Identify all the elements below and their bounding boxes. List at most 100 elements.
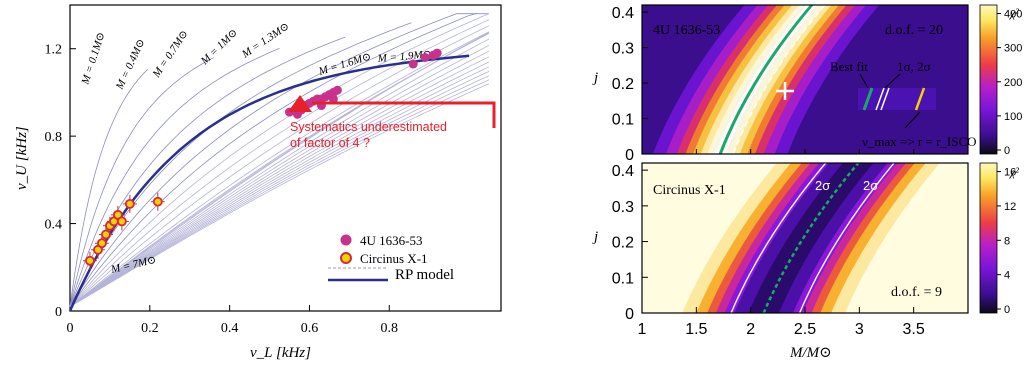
left-x-axis-title: ν_L [kHz] xyxy=(250,345,311,361)
rp-curve-m4.9 xyxy=(69,50,490,307)
circinus-point xyxy=(85,255,95,266)
colorbar-tick-label: 16 xyxy=(1004,167,1016,179)
top-dof-label: d.o.f. = 20 xyxy=(885,23,943,38)
left-legend: 4U 1636-53 Circinus X-1 RP model xyxy=(328,233,454,283)
left-xtick-label: 0.6 xyxy=(301,321,319,336)
sigma-label: 1σ, 2σ xyxy=(897,59,931,74)
bottom-heatmap xyxy=(642,163,968,313)
4u1636-points xyxy=(284,48,442,119)
colorbar-tick-label: 4 xyxy=(1004,270,1010,282)
top-axis-ticks: 0 0.1 0.2 0.3 0.4 xyxy=(612,5,915,164)
colorbar-tick-label: 0 xyxy=(1004,145,1010,157)
4u1636-point xyxy=(432,48,442,58)
left-xtick-label: 0 xyxy=(67,321,74,336)
bottom-axis-ticks: 0 0.1 0.2 0.3 0.4 1 1.5 2 2.5 3 3.5 xyxy=(612,163,925,338)
sigma-pointer xyxy=(884,73,901,89)
bottom-ytick-label: 0.1 xyxy=(612,270,634,287)
left-y-axis-title: ν_U [kHz] xyxy=(14,126,30,190)
best-fit-marker xyxy=(776,82,794,100)
bottom-contour-label-right: 2σ xyxy=(863,178,878,193)
top-sigma-contour xyxy=(715,5,809,154)
mass-label-0.4: M = 0.4M⊙ xyxy=(113,37,147,92)
top-sigma-contour xyxy=(716,5,810,154)
mass-label-1.9: M = 1.9M⊙ xyxy=(376,48,432,65)
vmax-pointer xyxy=(904,111,921,129)
left-ytick-label: 1.2 xyxy=(45,43,63,58)
mass-label-0.1: M = 0.1M⊙ xyxy=(79,31,107,87)
bottom-xtick-label: 3 xyxy=(855,321,864,338)
bottom-xtick-label: 2 xyxy=(746,321,755,338)
mass-label-1.3: M = 1.3M⊙ xyxy=(239,20,291,61)
circinus-point xyxy=(124,198,135,209)
bottom-ytick-label: 0.2 xyxy=(612,235,634,252)
rp-curve-m5.5 xyxy=(69,61,490,307)
bottom-best-fit-curve xyxy=(762,163,860,313)
colorbar-tick-label: 0 xyxy=(1004,304,1010,316)
top-panel-title: 4U 1636-53 xyxy=(653,23,720,38)
annotation-line-1: Systematics underestimated xyxy=(290,120,447,134)
colorbar-tick-label: 300 xyxy=(1004,43,1022,55)
bottom-xtick-label: 1.5 xyxy=(685,321,707,338)
rp-curve-m0.1 xyxy=(69,69,149,307)
legend-label-circinus: Circinus X-1 xyxy=(360,251,428,266)
bottom-sigma-contour xyxy=(798,163,896,313)
colorbar-tick-label: 200 xyxy=(1004,77,1022,89)
top-ytick-label: 0 xyxy=(625,147,634,164)
legend-marker-circinus xyxy=(340,252,352,264)
bottom-sigma-contour xyxy=(730,163,827,313)
rp-curve-m6.1 xyxy=(69,71,490,307)
top-contours xyxy=(715,5,826,154)
rp-curve-m7 xyxy=(69,83,490,307)
bottom-contour-label-left: 2σ xyxy=(815,178,830,193)
annotation-bracket xyxy=(312,101,496,128)
bottom-xtick-label: 3.5 xyxy=(903,321,925,338)
rp-curve-m1.9 xyxy=(69,13,489,307)
top-ytick-label: 0.4 xyxy=(612,5,634,22)
circinus-points xyxy=(85,196,163,266)
bottom-x-axis-title: M/M⊙ xyxy=(789,345,832,361)
rp-curve-m0.7 xyxy=(69,48,280,307)
bottom-heatmap-band xyxy=(682,163,940,313)
annotation-arrowhead xyxy=(288,95,312,112)
top-colorbar-label: χ² xyxy=(1009,6,1019,20)
left-ytick-label: 0 xyxy=(55,305,62,320)
top-ytick-label: 0.1 xyxy=(612,112,634,129)
rp-curve-m5.8 xyxy=(69,66,490,307)
colorbar-tick-label: 12 xyxy=(1004,201,1016,213)
bottom-band-layer xyxy=(748,163,874,313)
rp-curve-m4 xyxy=(69,31,490,307)
top-sigma-contour xyxy=(722,5,816,154)
circinus-point xyxy=(97,238,107,249)
left-xtick-label: 0.4 xyxy=(221,321,239,336)
circinus-point xyxy=(116,216,127,227)
rp-curve-m3.1 xyxy=(69,31,490,307)
bottom-dof-label: d.o.f. = 9 xyxy=(891,285,942,300)
bottom-xtick-label: 1 xyxy=(638,321,647,338)
left-ytick-label: 0.8 xyxy=(45,130,63,145)
left-xtick-label: 0.8 xyxy=(381,321,399,336)
bottom-ytick-label: 0 xyxy=(625,306,634,323)
top-isco-line xyxy=(732,5,826,154)
rp-curve-m5.2 xyxy=(69,56,490,307)
mass-label-1: M = 1M⊙ xyxy=(198,27,240,68)
4u1636-point xyxy=(420,52,430,62)
left-axis-ticks: 0.2 0.4 0.6 0.8 0 0.4 0.8 1.2 0 xyxy=(45,43,399,336)
bottom-ytick-label: 0.3 xyxy=(612,199,634,216)
top-ytick-label: 0.3 xyxy=(612,41,634,58)
rp-curve-m0.4 xyxy=(69,57,214,307)
top-sigma-contour xyxy=(724,5,817,154)
right-top-panel: 0 0.1 0.2 0.3 0.4 4U 1636-53 d.o.f. = 20 Bes… xyxy=(592,4,1022,164)
rp-curve-m1.6 xyxy=(69,13,478,307)
bottom-y-axis-title: j xyxy=(592,229,598,245)
colorbar-tick-label: 400 xyxy=(1004,9,1022,21)
vmax-label: ν_max => r = r_ISCO xyxy=(862,134,977,149)
right-bottom-panel: 0 0.1 0.2 0.3 0.4 1 1.5 2 2.5 3 3.5 Circinus X-1 d… xyxy=(592,162,1019,361)
4u1636-point xyxy=(328,94,338,104)
colorbar-tick-label: 8 xyxy=(1004,235,1010,247)
rp-curve-m1.3 xyxy=(69,22,412,307)
top-ytick-label: 0.2 xyxy=(612,76,634,93)
bottom-panel-title: Circinus X-1 xyxy=(653,183,726,198)
top-colorbar xyxy=(979,4,998,155)
left-ytick-label: 0.4 xyxy=(45,218,63,233)
bottom-ytick-label: 0.4 xyxy=(612,163,634,180)
